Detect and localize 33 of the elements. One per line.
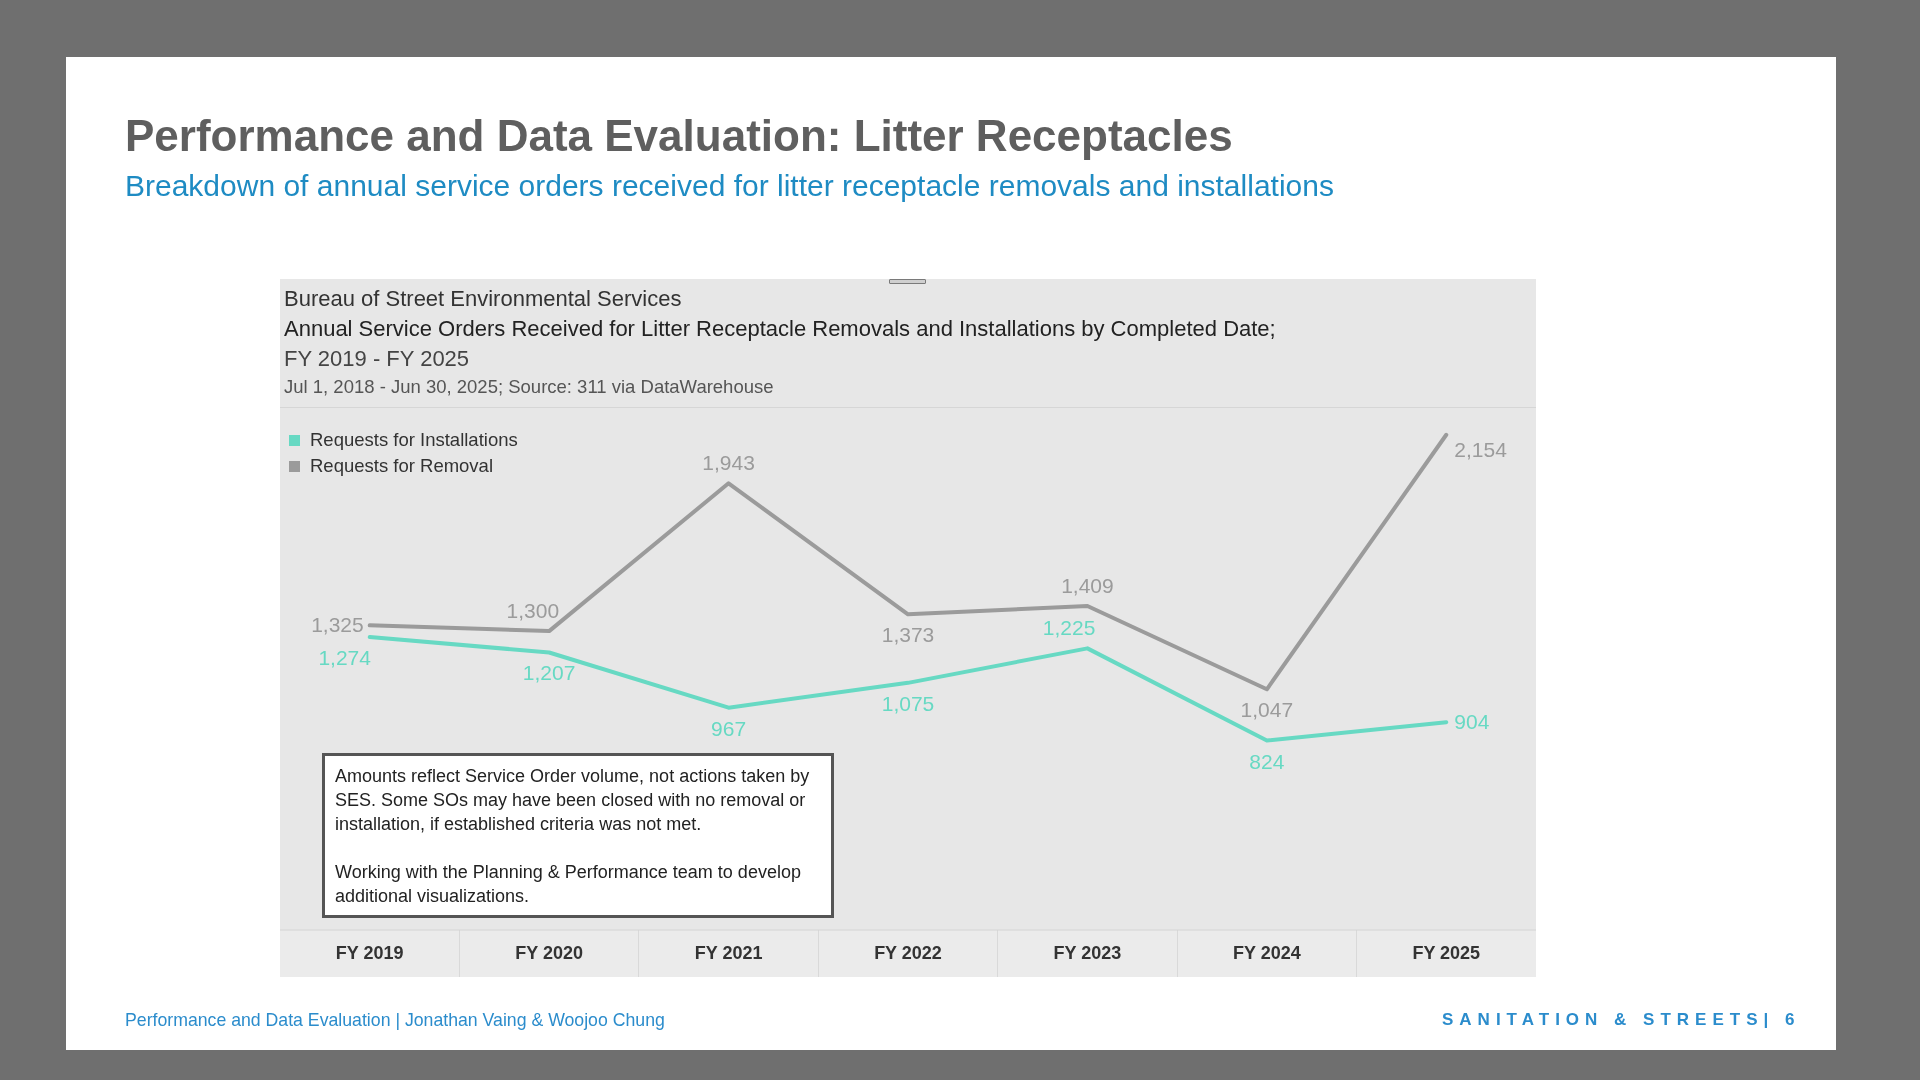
x-tick-label: FY 2021	[694, 942, 763, 963]
text: Working with the Planning & Performance team to develop additional visualizations.	[335, 861, 802, 908]
data-label: 904	[1454, 710, 1490, 734]
legend-label: Requests for Removal	[310, 455, 494, 477]
data-label: 1,373	[881, 623, 935, 647]
data-label: 1,943	[702, 451, 755, 475]
data-label: 2,154	[1454, 437, 1508, 461]
chart-subtitle: Breakdown of annual service orders received for litter receptacle removals and installations	[125, 168, 1334, 204]
chart-title: Performance and Data Evaluation: Litter Receptacles	[125, 111, 1233, 161]
data-label: 1,325	[311, 613, 364, 637]
data-label: 1,047	[1240, 698, 1294, 722]
text: Bureau of Street Environmental Services	[284, 286, 682, 312]
x-tick-label: FY 2023	[1053, 942, 1122, 963]
x-tick-label: FY 2024	[1232, 942, 1301, 963]
data-label: 1,207	[522, 661, 576, 685]
text: FY 2019 - FY 2025	[284, 346, 470, 372]
text: Amounts reflect Service Order volume, not actions taken by SES. Some SOs may have been closed with no removal or installation, if established criteria was not met.	[335, 765, 811, 836]
text: Performance and Data Evaluation | Jonathan Vaing & Woojoo Chung	[125, 1009, 665, 1031]
legend-label: Requests for Installations	[310, 429, 518, 451]
text: Jul 1, 2018 - Jun 30, 2025; Source: 311 via DataWarehouse	[284, 376, 774, 398]
data-label: 1,274	[318, 646, 372, 670]
data-label: 1,075	[881, 691, 935, 715]
data-label: 1,300	[506, 599, 560, 623]
data-label: 824	[1249, 749, 1285, 773]
text: Annual Service Orders Received for Litter Receptacle Removals and Installations by Completed Date;	[284, 316, 1276, 342]
x-tick-label: FY 2022	[874, 942, 942, 963]
data-label: 967	[711, 716, 747, 740]
x-tick-label: FY 2020	[515, 942, 584, 963]
data-label: 1,225	[1042, 616, 1096, 640]
x-tick-label: FY 2019	[335, 942, 404, 963]
text: SANITATION & STREETS| 6	[1442, 1009, 1801, 1031]
x-tick-label: FY 2025	[1412, 942, 1481, 963]
data-label: 1,409	[1061, 574, 1114, 598]
